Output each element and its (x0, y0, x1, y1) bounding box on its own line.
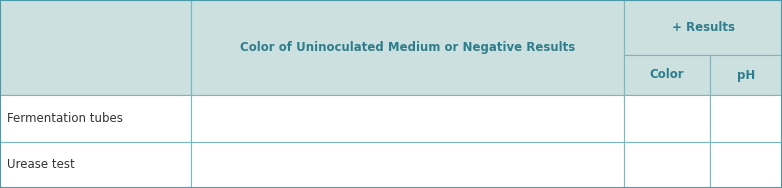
Bar (710, 95, 782, 142)
Text: Urease test: Urease test (7, 158, 75, 171)
Bar (191, 142, 624, 188)
Bar (624, 55, 710, 95)
Bar (624, 95, 710, 142)
Bar (0, 142, 191, 188)
Bar (0, 0, 191, 95)
Bar (191, 95, 624, 142)
Text: + Results: + Results (672, 21, 734, 34)
Text: pH: pH (737, 68, 755, 82)
Bar (710, 55, 782, 95)
Bar (624, 0, 782, 55)
Text: Fermentation tubes: Fermentation tubes (7, 112, 123, 125)
Bar (191, 0, 624, 95)
Text: Color of Uninoculated Medium or Negative Results: Color of Uninoculated Medium or Negative… (240, 41, 575, 54)
Bar (0, 95, 191, 142)
Text: Color: Color (650, 68, 684, 82)
Bar (710, 142, 782, 188)
Bar (624, 142, 710, 188)
